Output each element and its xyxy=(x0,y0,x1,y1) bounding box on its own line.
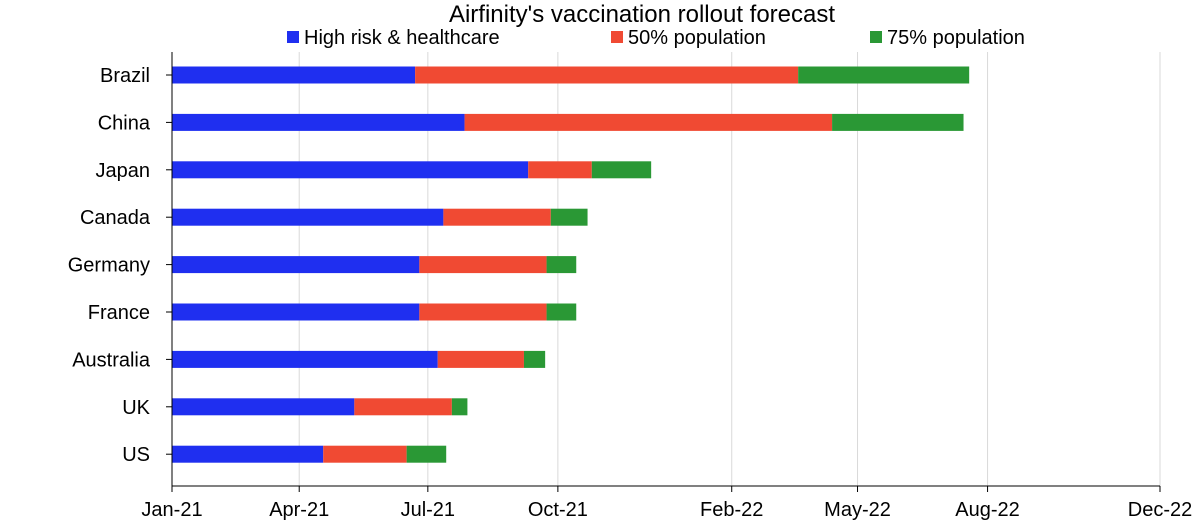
bar-uk-75-population xyxy=(451,398,468,416)
bar-france-high-risk-healthcare xyxy=(172,303,420,321)
bar-canada-50-population xyxy=(443,208,551,226)
bar-japan-50-population xyxy=(528,161,592,179)
bar-germany-high-risk-healthcare xyxy=(172,256,420,274)
x-tick-label: May-22 xyxy=(824,499,891,521)
bar-canada-75-population xyxy=(550,208,588,226)
x-tick-label: Feb-22 xyxy=(700,499,763,521)
bar-us-50-population xyxy=(323,445,407,463)
category-label-us: US xyxy=(122,444,150,466)
legend-swatch xyxy=(870,31,882,43)
bar-brazil-75-population xyxy=(798,66,970,84)
category-label-china: China xyxy=(98,112,151,134)
bar-australia-high-risk-healthcare xyxy=(172,350,438,368)
legend: High risk & healthcare 50% population 75% … xyxy=(287,27,1025,49)
x-tick-label: Apr-21 xyxy=(269,499,329,521)
category-labels: Brazil China Japan Canada Germany France Austr… xyxy=(68,65,172,466)
bar-brazil-high-risk-healthcare xyxy=(172,66,416,84)
bar-japan-high-risk-healthcare xyxy=(172,161,529,179)
category-label-australia: Australia xyxy=(72,349,151,371)
legend-swatch xyxy=(611,31,623,43)
x-tick-label: Aug-22 xyxy=(955,499,1020,521)
bar-us-75-population xyxy=(406,445,447,463)
bar-japan-75-population xyxy=(591,161,652,179)
legend-label: 75% population xyxy=(887,27,1025,49)
chart-title: Airfinity's vaccination rollout forecast xyxy=(449,1,835,28)
bar-china-high-risk-healthcare xyxy=(172,113,465,131)
legend-label: High risk & healthcare xyxy=(304,27,500,49)
bar-canada-high-risk-healthcare xyxy=(172,208,444,226)
category-label-germany: Germany xyxy=(68,255,150,277)
category-label-brazil: Brazil xyxy=(100,65,150,87)
legend-label: 50% population xyxy=(628,27,766,49)
x-axis-ticks: Jan-21 Apr-21 Jul-21 Oct-21 Feb-22 May-22 Aug-… xyxy=(141,52,1192,521)
x-tick-label: Jan-21 xyxy=(141,499,202,521)
category-label-canada: Canada xyxy=(80,207,151,229)
category-label-france: France xyxy=(88,302,150,324)
bar-brazil-50-population xyxy=(415,66,799,84)
category-label-japan: Japan xyxy=(96,160,151,182)
bar-australia-75-population xyxy=(523,350,546,368)
bar-china-75-population xyxy=(832,113,964,131)
bar-uk-50-population xyxy=(354,398,452,416)
bars xyxy=(172,66,970,463)
bar-china-50-population xyxy=(464,113,833,131)
legend-swatch xyxy=(287,31,299,43)
x-tick-label: Jul-21 xyxy=(401,499,455,521)
bar-france-75-population xyxy=(546,303,577,321)
bar-germany-50-population xyxy=(419,256,547,274)
bar-australia-50-population xyxy=(437,350,524,368)
x-tick-label: Dec-22 xyxy=(1128,499,1192,521)
x-tick-label: Oct-21 xyxy=(528,499,588,521)
bar-germany-75-population xyxy=(546,256,577,274)
bar-uk-high-risk-healthcare xyxy=(172,398,355,416)
category-label-uk: UK xyxy=(122,397,150,419)
bar-us-high-risk-healthcare xyxy=(172,445,324,463)
bar-france-50-population xyxy=(419,303,547,321)
